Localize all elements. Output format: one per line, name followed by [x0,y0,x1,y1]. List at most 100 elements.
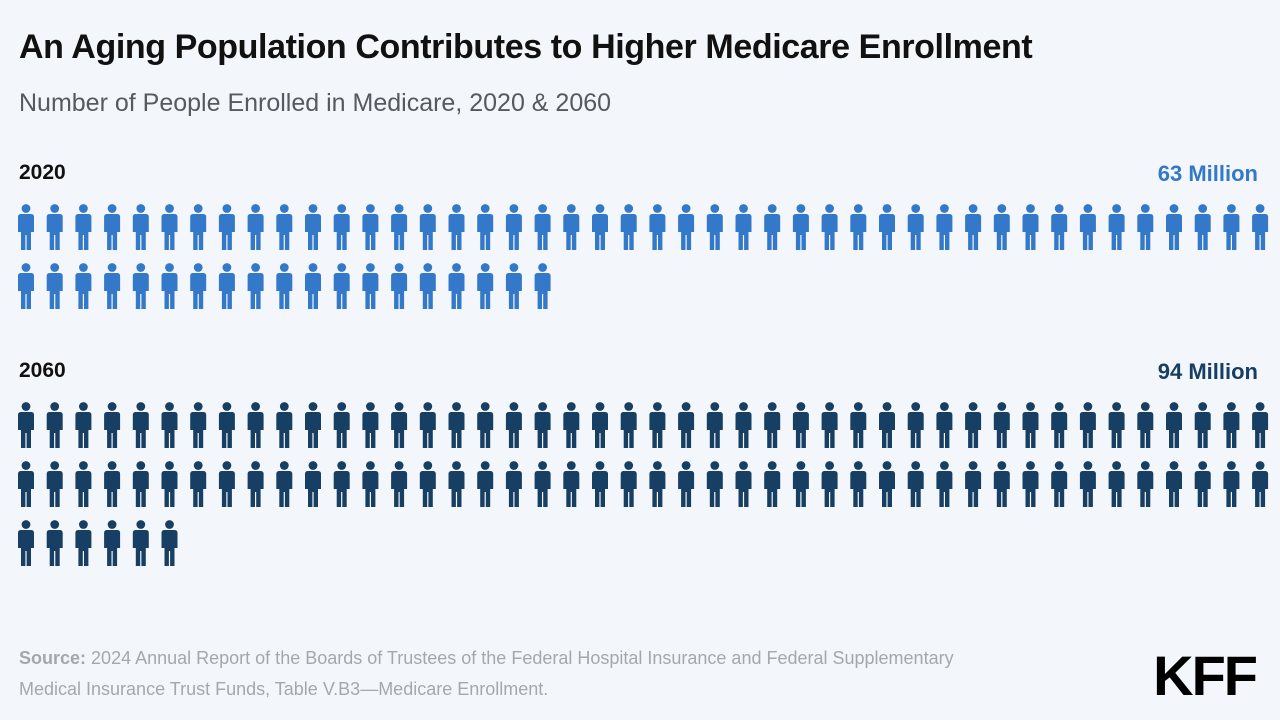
person-icon [936,461,953,507]
person-icon [563,461,580,507]
person-icon [1079,204,1096,250]
person-icon [993,461,1010,507]
person-icon [75,263,92,309]
person-icon [104,461,121,507]
person-icon [104,263,121,309]
person-icon [1108,204,1125,250]
person-icon [965,402,982,448]
person-icon [706,204,723,250]
chart-subtitle: Number of People Enrolled in Medicare, 2… [19,89,612,117]
person-icon [620,204,637,250]
kff-logo: KFF [1153,644,1258,707]
person-icon [448,204,465,250]
person-icon [821,461,838,507]
person-icon [735,402,752,448]
person-icon [391,402,408,448]
person-icon [1166,461,1182,507]
person-icon [764,461,781,507]
person-icon [305,204,321,250]
person-icon [534,263,551,309]
person-icon [477,263,494,309]
person-icon [735,461,752,507]
row-label-2060: 2060 [19,359,66,382]
person-icon [46,263,63,309]
person-icon [333,402,350,448]
person-icon [362,263,379,309]
person-icon [419,204,436,250]
person-icon [1223,461,1240,507]
person-icon [132,520,149,566]
chart-title: An Aging Population Contributes to Highe… [19,28,1033,66]
person-icon [850,402,867,448]
person-icon [764,204,781,250]
person-icon [104,204,121,250]
person-icon [534,204,551,250]
person-icon [993,402,1010,448]
person-icon [276,204,293,250]
person-icon [1137,461,1154,507]
person-icon [678,204,695,250]
person-icon [75,402,92,448]
person-icon [620,402,637,448]
person-icon [1108,402,1125,448]
person-icon [792,402,809,448]
people-row-2060 [18,402,1269,566]
person-icon [161,263,178,309]
person-icon [419,402,436,448]
person-icon [649,461,666,507]
person-icon [18,204,34,250]
person-icon [362,204,379,250]
person-icon [218,402,235,448]
person-icon [391,204,408,250]
person-icon [218,204,235,250]
source-label: Source: [19,648,87,668]
person-icon [419,461,436,507]
person-icon [46,461,63,507]
person-icon [1022,204,1039,250]
person-icon [46,204,63,250]
person-icon [448,402,465,448]
person-icon [46,520,63,566]
person-icon [477,204,494,250]
person-icon [792,461,809,507]
people-row-2020 [18,204,1269,309]
person-icon [305,263,321,309]
person-icon [879,204,895,250]
person-icon [161,461,178,507]
person-icon [477,402,494,448]
person-icon [276,461,293,507]
person-icon [190,263,207,309]
person-icon [104,402,121,448]
person-icon [936,402,953,448]
person-icon [792,204,809,250]
person-icon [391,263,408,309]
person-icon [190,204,207,250]
person-icon [218,263,235,309]
person-icon [247,204,264,250]
person-icon [75,520,92,566]
person-icon [305,402,321,448]
person-icon [104,520,121,566]
person-icon [907,204,924,250]
person-icon [161,204,178,250]
person-icon [391,461,408,507]
person-icon [247,263,264,309]
person-icon [1051,402,1068,448]
person-icon [333,461,350,507]
person-icon [563,402,580,448]
person-icon [1223,204,1240,250]
person-icon [1252,461,1269,507]
person-icon [706,461,723,507]
person-icon [1194,461,1211,507]
row-total-2020: 63 Million [1157,161,1258,186]
person-icon [879,461,895,507]
person-icon [505,402,522,448]
row-label-2020: 2020 [19,161,66,184]
person-icon [132,204,149,250]
person-icon [132,461,149,507]
person-icon [505,461,522,507]
person-icon [190,461,207,507]
person-icon [1137,204,1154,250]
person-icon [907,402,924,448]
source-note: Source: 2024 Annual Report of the Boards… [19,643,979,705]
